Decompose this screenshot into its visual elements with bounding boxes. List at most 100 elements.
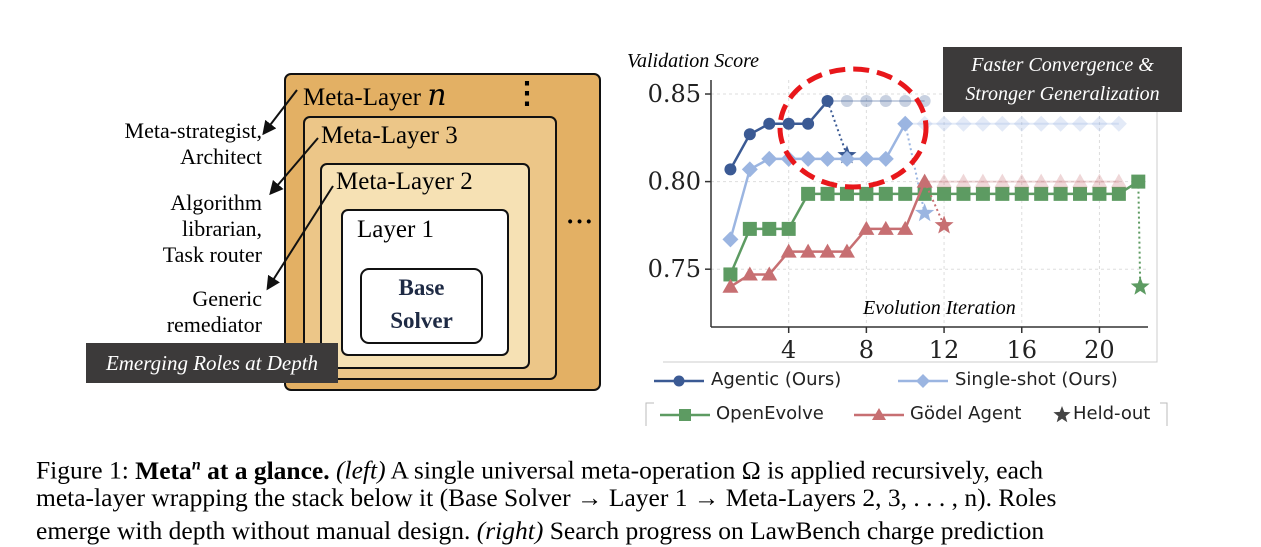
series-agentic-ours-faded-point xyxy=(899,95,912,108)
series-g-del-agent-heldout-star xyxy=(934,215,954,234)
annotation-line-1: Faster Convergence & xyxy=(971,53,1154,76)
series-single-shot-ours-point xyxy=(722,231,739,248)
series-g-del-agent-faded-point xyxy=(1052,173,1069,188)
series-openevolve-point xyxy=(820,186,835,201)
series-g-del-agent-faded-point xyxy=(1110,173,1127,188)
legend-openevolve-marker xyxy=(660,409,710,421)
x-tick-label: 8 xyxy=(859,336,874,364)
meta-layer-2-title: Meta-Layer 2 xyxy=(336,168,473,195)
series-openevolve-point xyxy=(1092,186,1107,201)
annotation-line-2: Stronger Generalization xyxy=(965,82,1160,105)
series-single-shot-ours-faded-point xyxy=(1091,115,1108,132)
series-agentic-ours-heldout-link xyxy=(826,100,848,156)
y-tick-label: 0.85 xyxy=(648,80,701,108)
x-tick-label: 4 xyxy=(781,336,796,364)
arrow-meta-layer-n xyxy=(262,89,298,136)
x-tick-label: 20 xyxy=(1084,336,1115,364)
legend-heldout-marker xyxy=(1053,406,1071,423)
role-arrows xyxy=(262,89,334,291)
series-agentic-ours-faded-point xyxy=(840,95,853,108)
legend-single-shot-marker xyxy=(898,374,948,388)
series-openevolve-point xyxy=(1053,186,1068,201)
series-openevolve-point xyxy=(975,186,990,201)
series-openevolve-point xyxy=(898,186,913,201)
series-openevolve-point xyxy=(956,186,971,201)
horizontal-ellipsis: ··· xyxy=(566,209,595,236)
series-agentic-ours-point xyxy=(743,128,756,141)
layer-1-title: Layer 1 xyxy=(357,216,435,243)
series-g-del-agent-point xyxy=(897,220,914,235)
series-g-del-agent-faded-point xyxy=(955,173,972,188)
series-openevolve-point xyxy=(859,186,874,201)
legend-godel-label: Gödel Agent xyxy=(910,403,1022,424)
series-g-del-agent-point xyxy=(741,266,758,281)
series-openevolve-heldout-link xyxy=(1137,181,1142,287)
series-single-shot-ours-faded-point xyxy=(955,115,972,132)
series-single-shot-ours-point xyxy=(761,150,778,167)
series-single-shot-ours-line xyxy=(729,123,907,240)
arrow-meta-layer-3 xyxy=(269,137,319,196)
series-g-del-agent-point xyxy=(800,243,817,258)
meta-layer-3-title: Meta-Layer 3 xyxy=(321,122,458,149)
y-tick-label: 0.80 xyxy=(648,168,701,196)
series-openevolve-point xyxy=(937,186,952,201)
highlight-ellipse xyxy=(777,66,929,190)
role-algorithm-librarian: Algorithm librarian, Task router xyxy=(162,190,262,267)
series-g-del-agent-faded-point xyxy=(994,173,1011,188)
series-single-shot-ours-faded-point xyxy=(1033,115,1050,132)
series-g-del-agent-point xyxy=(761,266,778,281)
y-tick-label: 0.75 xyxy=(648,255,701,283)
legend-single-shot-label: Single-shot (Ours) xyxy=(955,369,1118,390)
series-openevolve-line xyxy=(729,180,1139,275)
series-single-shot-ours-faded-point xyxy=(1110,115,1127,132)
series-g-del-agent-point xyxy=(838,243,855,258)
series-openevolve-point xyxy=(1073,186,1088,201)
series-openevolve-heldout-star xyxy=(1130,276,1150,295)
x-axis-label: Evolution Iteration xyxy=(863,297,1016,319)
figure-caption-line-1: Figure 1: Metan at a glance. (left) A si… xyxy=(36,455,1043,485)
legend-godel-marker xyxy=(854,408,904,420)
legend-openevolve-label: OpenEvolve xyxy=(716,403,824,424)
series-single-shot-ours-heldout-star xyxy=(915,203,935,222)
series-g-del-agent-faded-point xyxy=(1033,173,1050,188)
series-g-del-agent-faded-point xyxy=(936,173,953,188)
series-agentic-ours-faded-point xyxy=(879,95,892,108)
annotation-banner: Faster Convergence & Stronger Generaliza… xyxy=(943,47,1182,112)
series-g-del-agent-faded-point xyxy=(1013,173,1030,188)
vertical-ellipsis: ⋮ xyxy=(512,77,542,110)
validation-score-chart: 4 8 12 16 20 0.75 0.80 0.85 xyxy=(648,66,1158,364)
series-openevolve-point xyxy=(801,186,816,201)
series-openevolve-point xyxy=(1111,186,1126,201)
series-g-del-agent-point xyxy=(722,278,739,293)
legend-heldout-label: Held-out xyxy=(1073,403,1151,424)
emerging-roles-banner: Emerging Roles at Depth xyxy=(86,343,338,383)
series-openevolve-point xyxy=(762,221,777,236)
series-single-shot-ours-point xyxy=(858,150,875,167)
series-single-shot-ours-faded-point xyxy=(936,115,953,132)
series-single-shot-ours-point xyxy=(819,150,836,167)
arrow-meta-layer-2 xyxy=(266,185,334,291)
legend-agentic-marker xyxy=(654,375,704,387)
series-single-shot-ours-faded-point xyxy=(1072,115,1089,132)
legend-agentic-label: Agentic (Ours) xyxy=(711,369,842,390)
series-g-del-agent-point xyxy=(819,243,836,258)
series-g-del-agent-point xyxy=(780,243,797,258)
series-agentic-ours-point xyxy=(763,117,776,130)
base-solver-box xyxy=(360,268,483,344)
series-single-shot-ours-point xyxy=(877,150,894,167)
panel-frame xyxy=(663,78,1158,363)
series-openevolve-point xyxy=(995,186,1010,201)
series-single-shot-ours-faded-point xyxy=(1052,115,1069,132)
legend-markers xyxy=(645,374,1168,426)
series-g-del-agent-point xyxy=(858,220,875,235)
series-openevolve-point xyxy=(1014,186,1029,201)
figure-caption-line-2: meta-layer wrapping the stack below it (… xyxy=(36,483,1057,512)
series-agentic-ours-point xyxy=(782,117,795,130)
series-openevolve-point xyxy=(742,221,757,236)
series-single-shot-ours-point xyxy=(800,150,817,167)
base-solver-label: Base Solver xyxy=(390,275,453,333)
y-axis-label: Validation Score xyxy=(627,50,760,72)
series-single-shot-ours-point xyxy=(838,150,855,167)
series-openevolve-point xyxy=(723,267,738,282)
series-openevolve-point xyxy=(781,221,796,236)
